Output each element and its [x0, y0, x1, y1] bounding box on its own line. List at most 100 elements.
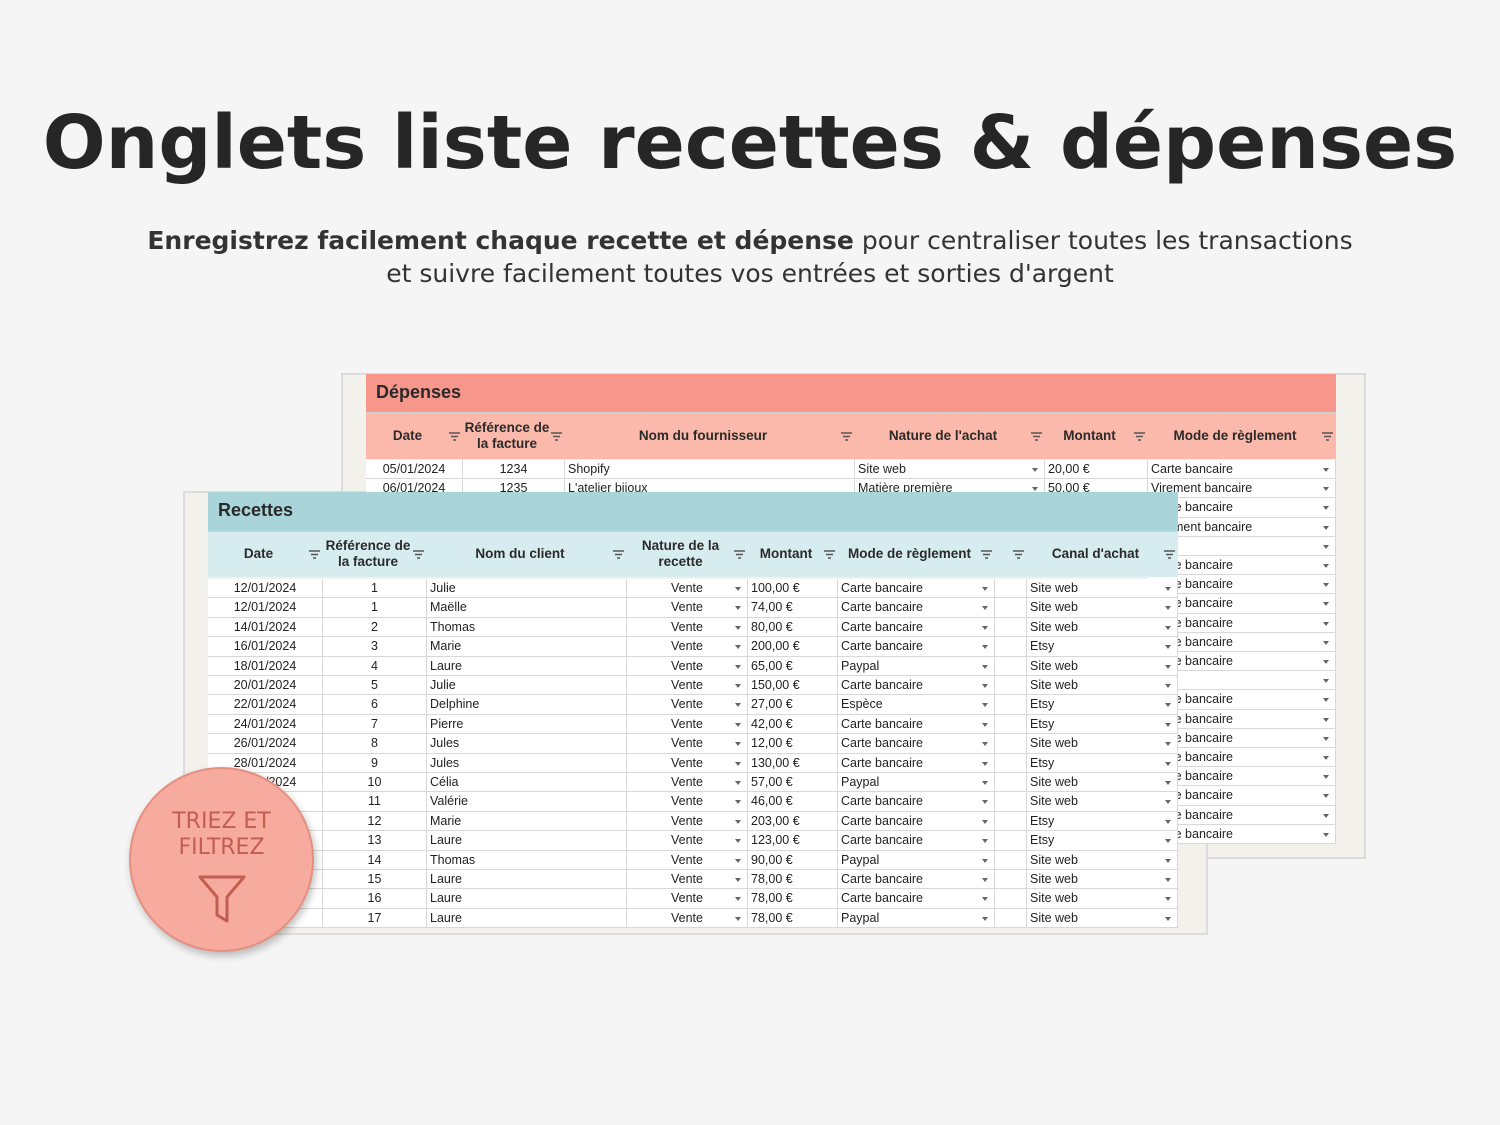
- subtitle-text: pour centraliser toutes les transactions: [861, 226, 1353, 255]
- column-header: Date: [243, 546, 274, 561]
- cell: Carte bancaire: [838, 811, 995, 832]
- cell: Paypal: [838, 908, 995, 929]
- column-header: Nom du fournisseur: [638, 427, 768, 443]
- filter-icon[interactable]: [449, 431, 460, 441]
- badge-line: TRIEZ ET: [172, 809, 271, 834]
- cell: 6: [323, 695, 427, 715]
- filter-icon[interactable]: [1013, 550, 1024, 559]
- cell: 20/01/2024: [208, 676, 323, 696]
- cell: Vente: [627, 831, 748, 851]
- badge: TRIEZ ET FILTREZ: [129, 767, 314, 952]
- subtitle: Enregistrez facilement chaque recette et…: [0, 226, 1500, 255]
- cell: Marie: [427, 637, 627, 657]
- filter-icon[interactable]: [1164, 550, 1175, 559]
- filter-icon[interactable]: [1031, 431, 1042, 441]
- cell: Site web: [1027, 579, 1178, 599]
- cell: Paypal: [838, 850, 995, 870]
- cell: 3: [323, 637, 427, 657]
- cell: Laure: [427, 889, 627, 909]
- filter-icon[interactable]: [551, 431, 562, 441]
- cell: 4: [323, 656, 427, 676]
- cell: [995, 908, 1027, 929]
- filter-icon[interactable]: [1322, 431, 1333, 441]
- column-header: Nature de l'achat: [888, 427, 998, 443]
- cell: Carte bancaire: [838, 734, 995, 754]
- cell: Vente: [627, 579, 748, 599]
- cell: [995, 617, 1027, 638]
- cell: Etsy: [1027, 695, 1178, 715]
- cell: [995, 714, 1027, 735]
- cell: [995, 637, 1027, 657]
- cell: [1148, 536, 1336, 556]
- cell: Laure: [427, 656, 627, 676]
- cell: 90,00 €: [748, 850, 838, 870]
- cell: Carte bancaire: [838, 831, 995, 851]
- cell: [995, 656, 1027, 676]
- cell: Site web: [1027, 792, 1178, 812]
- cell: Carte bancaire: [838, 617, 995, 638]
- filter-icon[interactable]: [1134, 431, 1145, 441]
- cell: 130,00 €: [748, 753, 838, 773]
- cell: [995, 889, 1027, 909]
- filter-icon[interactable]: [824, 550, 835, 559]
- column-header: Montant: [1063, 427, 1116, 443]
- cell: Etsy: [1027, 811, 1178, 832]
- cell: 80,00 €: [748, 617, 838, 638]
- cell: Site web: [1027, 656, 1178, 676]
- cell: Site web: [1027, 598, 1178, 618]
- cell: Site web: [1027, 773, 1178, 793]
- cell: Thomas: [427, 617, 627, 638]
- filter-icon[interactable]: [413, 550, 424, 559]
- cell: 100,00 €: [748, 579, 838, 599]
- cell: [995, 831, 1027, 851]
- cell: Carte bancaire: [838, 579, 995, 599]
- badge-text: TRIEZ ET FILTREZ: [131, 809, 312, 861]
- cell: Vente: [627, 792, 748, 812]
- cell: [995, 753, 1027, 773]
- cell: Vente: [627, 656, 748, 676]
- cell: Jules: [427, 753, 627, 773]
- filter-icon[interactable]: [981, 550, 992, 559]
- column-header: Nature de la recette: [641, 538, 720, 569]
- cell: 14/01/2024: [208, 617, 323, 638]
- filter-icon[interactable]: [613, 550, 624, 559]
- filter-icon[interactable]: [841, 431, 852, 441]
- cell: Delphine: [427, 695, 627, 715]
- cell: Valérie: [427, 792, 627, 812]
- cell: [1148, 671, 1336, 691]
- cell: 8: [323, 734, 427, 754]
- cell: Etsy: [1027, 753, 1178, 773]
- cell: 16: [323, 889, 427, 909]
- cell: 46,00 €: [748, 792, 838, 812]
- cell: Pierre: [427, 714, 627, 735]
- cell: [995, 695, 1027, 715]
- cell: Etsy: [1027, 637, 1178, 657]
- cell: Vente: [627, 676, 748, 696]
- cell: 12/01/2024: [208, 579, 323, 599]
- cell: 20,00 €: [1045, 460, 1148, 480]
- cell: 65,00 €: [748, 656, 838, 676]
- cell: Paypal: [838, 773, 995, 793]
- cell: 10: [323, 773, 427, 793]
- cell: Site web: [1027, 734, 1178, 754]
- cell: Site web: [855, 460, 1045, 480]
- cell: 1: [323, 579, 427, 599]
- column-header: Nom du client: [475, 546, 565, 561]
- filter-icon[interactable]: [309, 550, 320, 559]
- sheet-title: Dépenses: [376, 382, 462, 402]
- cell: Carte bancaire: [838, 889, 995, 909]
- filter-icon[interactable]: [734, 550, 745, 559]
- cell: 1: [323, 598, 427, 618]
- cell: 74,00 €: [748, 598, 838, 618]
- cell: 78,00 €: [748, 870, 838, 890]
- badge-line: FILTREZ: [178, 835, 265, 860]
- funnel-icon: [198, 875, 246, 923]
- cell: Virement bancaire: [1148, 479, 1336, 499]
- cell: 24/01/2024: [208, 714, 323, 735]
- cell: Site web: [1027, 889, 1178, 909]
- cell: Etsy: [1027, 831, 1178, 851]
- cell: Vente: [627, 870, 748, 890]
- cell: Carte bancaire: [838, 676, 995, 696]
- cell: Vente: [627, 637, 748, 657]
- cell: 12/01/2024: [208, 598, 323, 618]
